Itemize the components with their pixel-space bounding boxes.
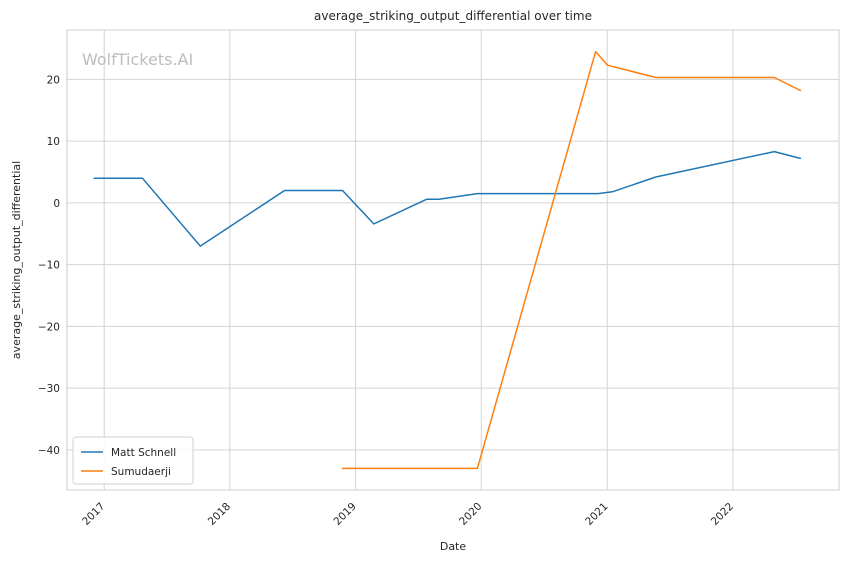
series-layer	[93, 50, 802, 470]
y-tick-label: −20	[38, 321, 60, 333]
x-tick-label: 2018	[206, 500, 233, 527]
y-tick-label: −30	[38, 383, 60, 395]
legend-label: Matt Schnell	[111, 447, 176, 459]
x-axis-label: Date	[440, 540, 467, 553]
x-tick-label: 2022	[709, 500, 736, 527]
x-tick-label: 2021	[583, 500, 610, 527]
plot-frame	[66, 29, 840, 491]
watermark: WolfTickets.AI	[82, 50, 193, 69]
legend-box	[72, 436, 194, 485]
y-axis-label: average_striking_output_differential	[10, 161, 23, 359]
x-tick-label: 2019	[331, 500, 358, 527]
legend: Matt Schnell Sumudaerji	[72, 436, 194, 485]
x-tick-label: 2020	[457, 500, 484, 527]
y-tick-label: 10	[47, 136, 60, 148]
legend-label: Sumudaerji	[111, 466, 171, 478]
y-tick-label: −10	[38, 260, 60, 272]
y-tick-label: 0	[53, 198, 60, 210]
y-tick-label: 20	[47, 74, 60, 86]
x-tick-label: 2017	[80, 500, 107, 527]
chart-title: average_striking_output_differential ove…	[314, 9, 592, 23]
grid	[67, 30, 839, 490]
series-line	[93, 150, 802, 247]
series-line	[341, 50, 802, 470]
y-tick-label: −40	[38, 445, 60, 457]
